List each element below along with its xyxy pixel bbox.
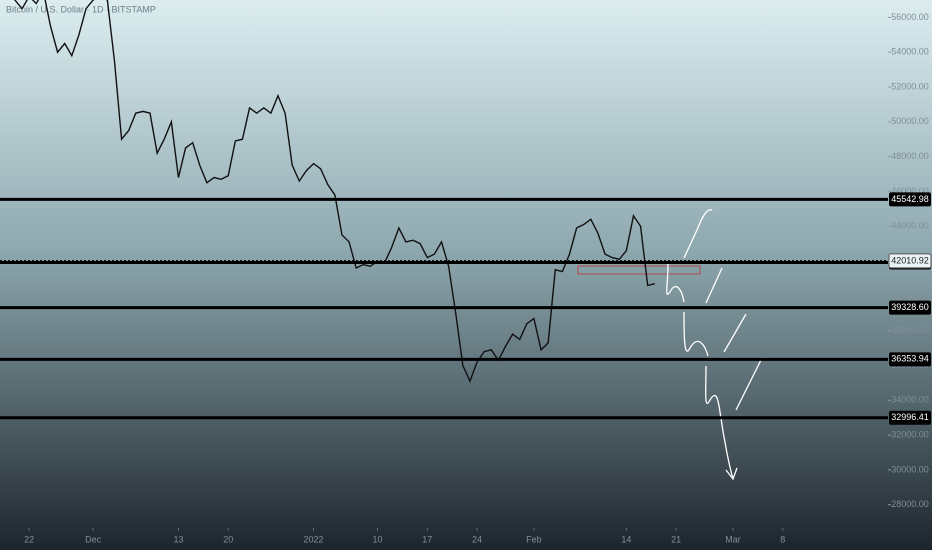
level-label-box	[889, 410, 931, 425]
y-tick-label: 38000.00	[891, 325, 929, 335]
x-tick-label: 13	[173, 534, 183, 544]
x-tick-label: 17	[422, 534, 432, 544]
x-tick-label: 22	[24, 534, 34, 544]
level-label-box	[889, 192, 931, 207]
last-price-label: 42010.92	[891, 255, 929, 265]
level-label: 36353.94	[891, 354, 929, 364]
y-tick-label: 50000.00	[891, 116, 929, 126]
y-tick-label: 44000.00	[891, 221, 929, 231]
last-price-box	[888, 253, 932, 269]
x-tick-label: Mar	[725, 534, 741, 544]
y-tick-label: 56000.00	[891, 12, 929, 22]
chart-title: Bitcoin / U.S. Dollar · 1D · BITSTAMP	[6, 4, 156, 14]
y-tick-label: 52000.00	[891, 81, 929, 91]
x-tick-label: 10	[373, 534, 383, 544]
projection-arrows	[666, 209, 763, 481]
y-tick-label: 28000.00	[891, 499, 929, 509]
level-label-box	[889, 300, 931, 315]
x-tick-label: Feb	[526, 534, 542, 544]
x-tick-label: 20	[223, 534, 233, 544]
y-tick-label: 34000.00	[891, 395, 929, 405]
x-tick-label: 8	[780, 534, 785, 544]
x-tick-label: 21	[671, 534, 681, 544]
level-label-box	[889, 352, 931, 367]
x-tick-label: 14	[621, 534, 631, 544]
y-tick-label: 32000.00	[891, 430, 929, 440]
y-tick-label: 30000.00	[891, 464, 929, 474]
y-tick-label: 40000.00	[891, 290, 929, 300]
level-label: 32996.41	[891, 412, 929, 422]
x-tick-label: 24	[472, 534, 482, 544]
level-label: 45542.98	[891, 194, 929, 204]
x-tick-label: Dec	[85, 534, 102, 544]
y-tick-label: 54000.00	[891, 47, 929, 57]
level-label: 39328.60	[891, 302, 929, 312]
range-box	[577, 265, 701, 275]
y-tick-label: 48000.00	[891, 151, 929, 161]
price-line	[14, 0, 655, 384]
x-tick-label: 2022	[304, 534, 324, 544]
y-tick-label: 46000.00	[891, 186, 929, 196]
